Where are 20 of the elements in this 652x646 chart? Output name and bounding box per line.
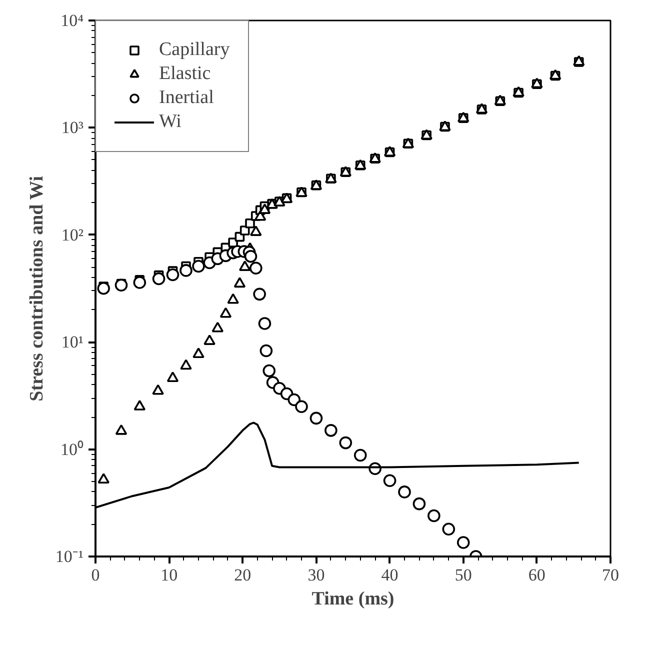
legend-label: Wi bbox=[159, 111, 182, 133]
y-tick-label: 10³ bbox=[61, 118, 84, 138]
legend-label: Inertial bbox=[159, 87, 214, 109]
x-tick-label: 10 bbox=[160, 566, 178, 584]
x-tick-label: 30 bbox=[308, 566, 325, 584]
x-axis-title: Time (ms) bbox=[312, 588, 394, 610]
y-tick-label: 10⁰ bbox=[60, 440, 84, 459]
legend-label: Elastic bbox=[159, 63, 211, 85]
x-tick-label: 20 bbox=[234, 566, 252, 584]
x-tick-label: 50 bbox=[454, 566, 472, 584]
y-axis-title: Stress contributions and Wi bbox=[26, 176, 48, 402]
x-tick-label: 70 bbox=[602, 566, 619, 584]
x-tick-label: 40 bbox=[381, 566, 398, 584]
y-tick-label: 10⁴ bbox=[60, 11, 84, 30]
y-tick-label: 10⁻¹ bbox=[55, 547, 84, 566]
x-tick-label: 60 bbox=[528, 566, 546, 584]
x-tick-label: 0 bbox=[91, 566, 100, 584]
legend-label: Capillary bbox=[159, 39, 230, 61]
y-tick-label: 10² bbox=[61, 225, 84, 244]
y-tick-label: 10¹ bbox=[61, 332, 84, 352]
